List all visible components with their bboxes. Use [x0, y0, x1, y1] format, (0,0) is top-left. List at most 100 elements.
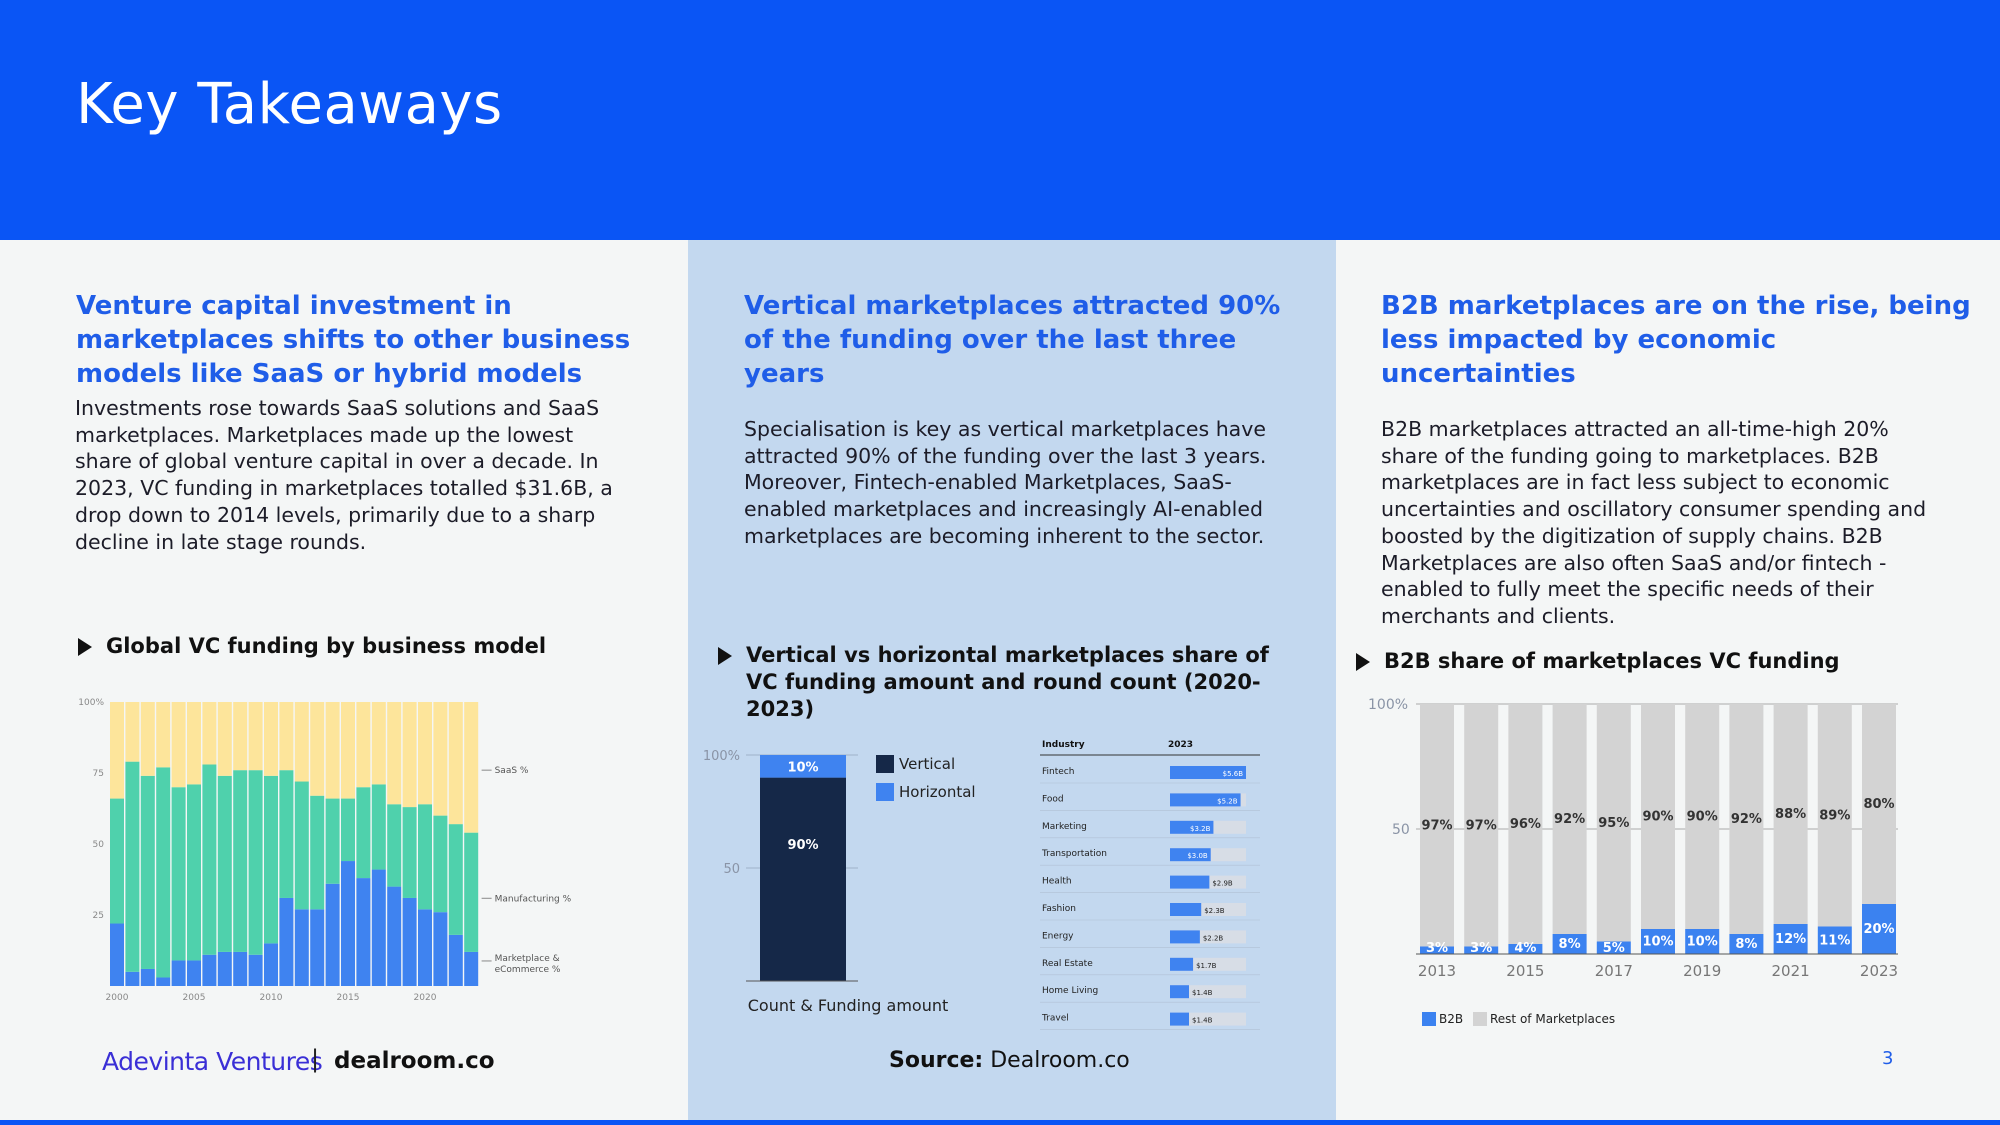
- col1-body: Investments rose towards SaaS solutions …: [75, 396, 613, 554]
- bar-segment: [110, 798, 124, 924]
- x-tick-label: 2023: [1860, 962, 1898, 980]
- bar-segment: [202, 702, 217, 765]
- bar: [1170, 766, 1246, 779]
- table-row-label: Energy: [1042, 931, 1074, 941]
- bar-segment: [433, 702, 448, 816]
- page-title: Key Takeaways: [76, 72, 503, 137]
- bar-segment: [464, 702, 479, 833]
- y-tick-label: 100%: [703, 749, 740, 764]
- bar-segment: [371, 784, 386, 870]
- bar-segment: [125, 971, 140, 986]
- header-banner: Key Takeaways: [0, 0, 2000, 240]
- y-tick-label: 75: [93, 769, 104, 779]
- bar-segment: [248, 770, 263, 955]
- bar-segment: [418, 909, 432, 986]
- bar-segment: [325, 798, 340, 884]
- data-label-b2b: 11%: [1819, 933, 1850, 948]
- bar-segment: [418, 702, 432, 805]
- bar-segment: [294, 702, 309, 782]
- footer-separator: |: [311, 1045, 320, 1073]
- bar-rest: [1641, 704, 1675, 929]
- source-value: Dealroom.co: [990, 1048, 1130, 1073]
- chart-b2b-share: 100% 50 3% 97% 3% 97% 4% 96% 8% 92% 5% 95% 10% 90% 10%…: [1368, 697, 1898, 1026]
- col3-chart-title: B2B share of marketplaces VC funding: [1354, 648, 1914, 675]
- bar-segment: [464, 951, 479, 986]
- bar-segment: [140, 702, 155, 776]
- bar-segment: [187, 784, 201, 961]
- source-label: Source:: [889, 1048, 984, 1073]
- bar-segment: [140, 775, 155, 969]
- table-row-label: Home Living: [1042, 986, 1098, 996]
- triangle-bullet-icon: [1356, 653, 1370, 671]
- bar-segment: [187, 702, 201, 785]
- table-row-label: Fintech: [1042, 767, 1074, 777]
- legend-label: eCommerce %: [495, 965, 561, 975]
- bar-segment: [156, 767, 171, 978]
- bar-horizontal: [760, 755, 846, 778]
- bar-segment: [171, 702, 186, 788]
- bar-rest: [1420, 704, 1454, 947]
- source-note: Source: Dealroom.co: [889, 1048, 1130, 1073]
- bar-b2b: [1773, 924, 1808, 954]
- y-tick-label: 25: [93, 911, 104, 921]
- data-label-rest: 97%: [1421, 818, 1452, 833]
- legend-label: SaaS %: [495, 766, 529, 776]
- data-label-b2b: 10%: [1642, 935, 1673, 950]
- data-label-rest: 80%: [1863, 797, 1894, 812]
- bar-b2b: [1685, 929, 1720, 954]
- bar-segment: [125, 761, 140, 972]
- bar-b2b: [1552, 934, 1587, 954]
- x-tick-label: 2017: [1595, 962, 1633, 980]
- bar-segment: [433, 815, 448, 913]
- table-row-label: Transportation: [1041, 849, 1107, 859]
- bar-segment: [356, 878, 371, 986]
- data-label-b2b: 10%: [1687, 935, 1718, 950]
- bar-b2b: [1464, 946, 1499, 954]
- data-label-rest: 90%: [1642, 810, 1673, 825]
- bar-segment: [110, 923, 124, 986]
- bar-rest: [1552, 704, 1587, 934]
- bottom-rule: [0, 1120, 2000, 1125]
- bar-b2b: [1862, 904, 1896, 954]
- legend-swatch: [1422, 1012, 1436, 1026]
- table-header: Industry: [1042, 740, 1085, 750]
- legend-swatch: [876, 783, 894, 801]
- data-label-b2b: 12%: [1775, 932, 1806, 947]
- bar: [1170, 1012, 1189, 1026]
- bar-rest: [1508, 704, 1543, 944]
- bar-segment: [202, 954, 217, 986]
- bar-segment: [248, 954, 263, 986]
- bar-segment: [248, 702, 263, 771]
- data-label-rest: 96%: [1510, 817, 1541, 832]
- data-label-b2b: 8%: [1735, 937, 1757, 952]
- bar-segment: [202, 764, 217, 955]
- table-header: 2023: [1168, 740, 1193, 750]
- bar-segment: [110, 702, 124, 799]
- x-tick-label: 2019: [1683, 962, 1721, 980]
- bar-segment: [156, 702, 171, 768]
- data-label-b2b: 5%: [1603, 941, 1625, 956]
- bar: [1170, 875, 1210, 889]
- bar: [1170, 848, 1211, 862]
- y-tick-label: 100%: [78, 698, 104, 708]
- bar-segment: [279, 702, 294, 771]
- data-label-b2b: 4%: [1514, 941, 1536, 956]
- col3-heading: B2B marketplaces are on the rise, being …: [1381, 291, 1971, 389]
- bar-segment: [464, 832, 479, 952]
- bar-segment: [279, 897, 294, 986]
- legend-swatch: [1473, 1012, 1487, 1026]
- table-row-label: Health: [1042, 877, 1072, 887]
- data-label-b2b: 3%: [1426, 941, 1448, 956]
- legend-label: B2B: [1439, 1012, 1463, 1026]
- bar: [1170, 985, 1189, 999]
- legend-swatch: [876, 755, 894, 773]
- x-tick-label: 2013: [1418, 962, 1456, 980]
- bar-segment: [325, 702, 340, 799]
- legend-label: Rest of Marketplaces: [1490, 1012, 1615, 1026]
- bar-rest: [1729, 704, 1764, 934]
- bar-segment: [387, 804, 402, 887]
- y-tick-label: 100%: [1368, 697, 1408, 713]
- table-row-label: Marketing: [1042, 822, 1087, 832]
- y-tick-label: 50: [93, 840, 105, 850]
- x-tick-label: 2015: [337, 993, 360, 1003]
